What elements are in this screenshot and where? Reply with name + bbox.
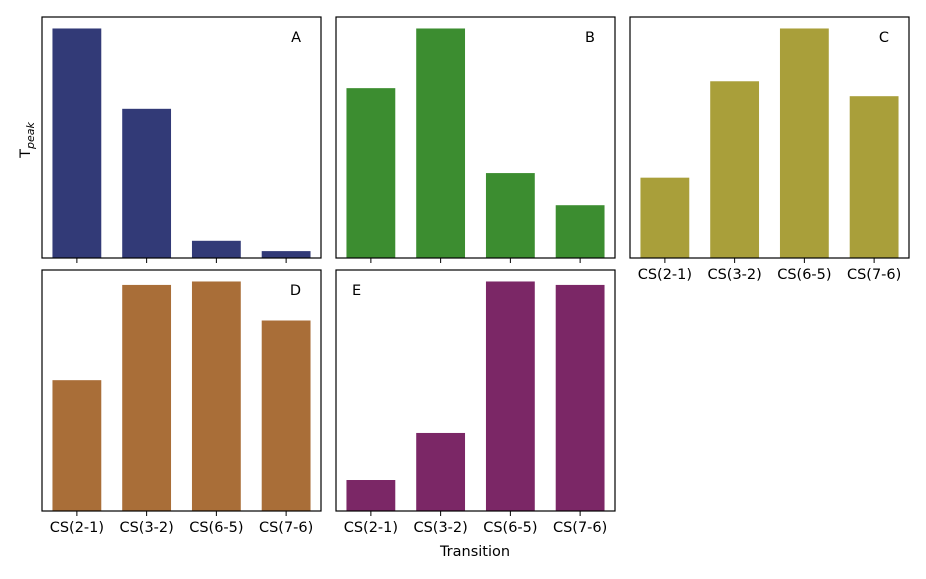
- x-tick-label-e-3: CS(6-5): [483, 520, 537, 536]
- x-tick-label-d-2: CS(3-2): [119, 520, 173, 536]
- bar-a-2: [122, 108, 172, 258]
- panel-label-a: A: [291, 30, 301, 46]
- panel-e: CS(2-1) CS(3-2) CS(6-5) CS(7-6) E: [335, 269, 616, 536]
- bar-e-1: [346, 480, 396, 511]
- x-tick-label-c-2: CS(3-2): [707, 267, 761, 283]
- panel-frame-b: [335, 16, 616, 259]
- bar-d-3: [191, 281, 241, 511]
- x-tick-label-e-2: CS(3-2): [413, 520, 467, 536]
- panel-frame-d: [41, 269, 322, 512]
- x-tick-label-d-3: CS(6-5): [189, 520, 243, 536]
- y-axis-title-main: T: [18, 149, 34, 159]
- panel-label-b: B: [585, 30, 595, 46]
- panel-label-e: E: [352, 283, 361, 299]
- panel-b: B: [335, 16, 616, 263]
- panel-frame-a: [41, 16, 322, 259]
- x-tick-label-e-1: CS(2-1): [344, 520, 398, 536]
- panel-c: CS(2-1) CS(3-2) CS(6-5) CS(7-6) C: [629, 16, 910, 283]
- bar-e-3: [485, 281, 535, 511]
- bar-a-4: [261, 251, 311, 258]
- bar-d-2: [122, 284, 172, 511]
- bar-d-4: [261, 320, 311, 511]
- x-tick-label-d-4: CS(7-6): [259, 520, 313, 536]
- bar-c-2: [710, 81, 760, 259]
- bar-b-3: [485, 173, 535, 258]
- panel-label-c: C: [879, 30, 889, 46]
- bar-e-4: [555, 284, 605, 511]
- x-tick-label-c-3: CS(6-5): [777, 267, 831, 283]
- bar-a-1: [52, 28, 102, 259]
- bar-c-1: [640, 177, 690, 258]
- bar-c-4: [849, 96, 899, 258]
- y-axis-title-subscript: peak: [24, 122, 37, 150]
- x-axis-title: Transition: [439, 544, 510, 560]
- bar-d-1: [52, 380, 102, 511]
- bar-b-2: [416, 28, 466, 259]
- bar-e-2: [416, 432, 466, 511]
- panels-group: A BCS(2-1) CS(3-2) CS(6-5) CS(7-6)CCS(2-1) CS…: [41, 16, 910, 536]
- panel-frame-c: [629, 16, 910, 259]
- bar-c-3: [779, 28, 829, 259]
- x-tick-label-d-1: CS(2-1): [50, 520, 104, 536]
- bar-b-1: [346, 88, 396, 259]
- panel-frame-e: [335, 269, 616, 512]
- x-tick-label-e-4: CS(7-6): [553, 520, 607, 536]
- panel-label-d: D: [290, 283, 301, 299]
- panel-a: A: [41, 16, 322, 263]
- x-tick-label-c-4: CS(7-6): [847, 267, 901, 283]
- y-axis-title: Tpeak: [18, 122, 37, 159]
- bar-b-4: [555, 205, 605, 258]
- panel-d: CS(2-1) CS(3-2) CS(6-5) CS(7-6) D: [41, 269, 322, 536]
- x-tick-label-c-1: CS(2-1): [638, 267, 692, 283]
- bar-a-3: [191, 240, 241, 258]
